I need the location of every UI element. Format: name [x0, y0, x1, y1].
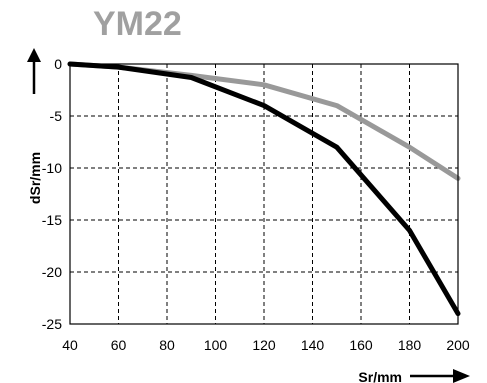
x-tick-60: 60: [111, 337, 127, 353]
x-tick-40: 40: [62, 337, 78, 353]
x-tick-80: 80: [159, 337, 175, 353]
x-tick-120: 120: [252, 337, 276, 353]
x-tick-160: 160: [349, 337, 373, 353]
y-tick-labels: 0 -5 -10 -15 -20 -25: [42, 56, 62, 332]
x-axis-arrow: [410, 369, 470, 383]
y-tick-0: 0: [54, 56, 62, 72]
x-tick-180: 180: [398, 337, 422, 353]
y-tick--25: -25: [42, 316, 62, 332]
series-lines: [67, 61, 461, 317]
x-tick-140: 140: [301, 337, 325, 353]
plot-frame: [69, 63, 459, 325]
y-axis-label: dSr/mm: [27, 152, 43, 204]
chart-title: YM22: [93, 5, 182, 43]
y-tick--15: -15: [42, 212, 62, 228]
y-tick--5: -5: [50, 108, 63, 124]
x-tick-100: 100: [204, 337, 228, 353]
y-tick--10: -10: [42, 160, 62, 176]
x-tick-200: 200: [446, 337, 470, 353]
y-axis-arrow: [27, 48, 41, 94]
y-tick--20: -20: [42, 264, 62, 280]
x-tick-labels: 40 60 80 100 120 140 160 180 200: [62, 337, 470, 353]
series-line-1: [67, 61, 461, 317]
x-axis-label: Sr/mm: [358, 369, 402, 383]
